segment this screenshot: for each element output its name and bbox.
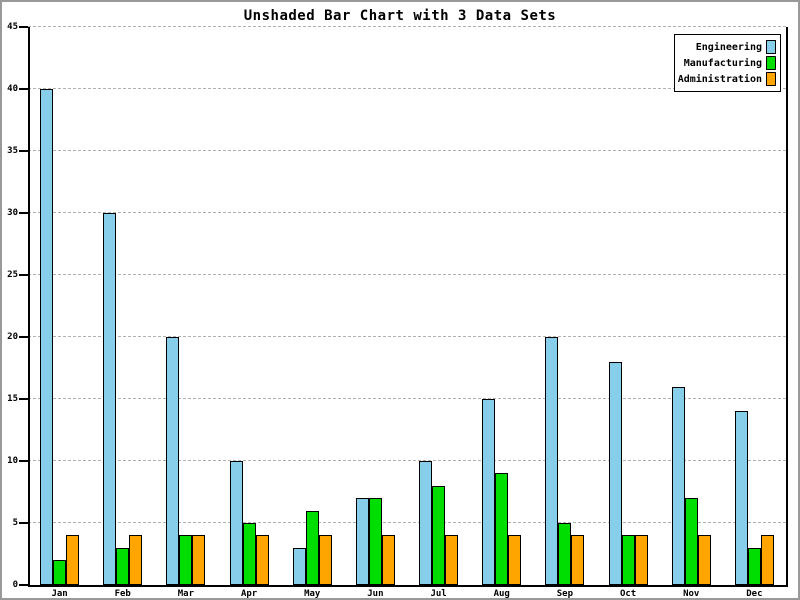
legend-label-administration: Administration (677, 73, 762, 85)
bar-engineering-jun (355, 498, 369, 585)
y-axis-tick-25 (19, 274, 28, 276)
bar-manufacturing-jul (432, 485, 446, 585)
bar-manufacturing-feb (116, 547, 130, 585)
y-axis-tick-15 (19, 398, 28, 400)
y-axis-tick-label-20: 20 (7, 331, 18, 342)
bar-manufacturing-sep (558, 523, 572, 585)
legend-swatch-manufacturing (766, 56, 776, 70)
bar-engineering-may (292, 547, 306, 585)
legend-label-engineering: Engineering (695, 41, 762, 53)
y-axis-tick-label-10: 10 (7, 455, 18, 466)
plot-area (28, 26, 786, 585)
y-axis-labels: 0 5 10 15 20 25 30 35 40 45 (2, 2, 18, 598)
x-axis-label-may: May (304, 589, 321, 599)
bar-administration-oct (634, 535, 648, 585)
bar-administration-may (318, 535, 332, 585)
bar-engineering-feb (103, 213, 117, 585)
gridline-5 (28, 522, 786, 524)
y-axis-tick-label-40: 40 (7, 83, 18, 94)
bar-engineering-nov (671, 386, 685, 585)
x-axis-label-mar: Mar (177, 589, 195, 599)
bar-manufacturing-aug (495, 473, 509, 585)
legend-label-manufacturing: Manufacturing (683, 57, 762, 69)
bar-administration-feb (129, 535, 143, 585)
bar-administration-nov (697, 535, 711, 585)
gridline-25 (28, 274, 786, 276)
gridline-35 (28, 150, 786, 152)
bar-administration-jan (66, 535, 80, 585)
y-axis-tick-20 (19, 336, 28, 338)
x-axis-label-aug: Aug (493, 589, 510, 599)
x-axis-label-jul: Jul (430, 589, 447, 599)
legend-row-administration: Administration (677, 71, 776, 87)
y-axis-line (28, 27, 30, 587)
bar-administration-apr (255, 535, 269, 585)
bar-engineering-dec (734, 411, 748, 585)
bar-manufacturing-apr (242, 523, 256, 585)
gridline-30 (28, 212, 786, 214)
y-axis-tick-45 (19, 26, 28, 28)
chart-title: Unshaded Bar Chart with 3 Data Sets (243, 8, 557, 24)
x-axis-label-dec: Dec (746, 589, 763, 599)
x-axis-label-feb: Feb (114, 589, 131, 599)
legend: Engineering Manufacturing Administration (674, 34, 781, 92)
legend-row-manufacturing: Manufacturing (677, 55, 776, 71)
gridline-15 (28, 398, 786, 400)
plot-right-border (786, 27, 788, 587)
y-axis-tick-10 (19, 460, 28, 462)
x-axis-label-oct: Oct (619, 589, 637, 599)
bar-administration-aug (508, 535, 522, 585)
legend-row-engineering: Engineering (677, 39, 776, 55)
bar-engineering-jul (419, 461, 433, 585)
y-axis-tick-0 (19, 584, 28, 586)
x-axis-line (28, 585, 788, 587)
bar-manufacturing-mar (179, 535, 193, 585)
x-axis-label-jan: Jan (51, 589, 68, 599)
bar-engineering-oct (608, 361, 622, 585)
y-axis-tick-label-0: 0 (12, 579, 18, 590)
bar-administration-sep (571, 535, 585, 585)
bar-administration-mar (192, 535, 206, 585)
bar-administration-jul (445, 535, 459, 585)
y-axis-tick-40 (19, 88, 28, 90)
x-axis-label-sep: Sep (556, 589, 574, 599)
bar-engineering-apr (229, 461, 243, 585)
bar-manufacturing-jun (368, 498, 382, 585)
bar-engineering-jan (40, 89, 54, 585)
bar-engineering-aug (482, 399, 496, 585)
legend-swatch-administration (766, 72, 776, 86)
y-axis-tick-30 (19, 212, 28, 214)
y-axis-tick-label-30: 30 (7, 207, 18, 218)
bar-administration-dec (760, 535, 774, 585)
gridline-40 (28, 88, 786, 90)
x-axis-label-apr: Apr (240, 589, 258, 599)
y-axis-tick-5 (19, 522, 28, 524)
y-axis-tick-label-45: 45 (7, 21, 18, 32)
bar-engineering-sep (545, 337, 559, 585)
bar-manufacturing-dec (747, 547, 761, 585)
gridline-10 (28, 460, 786, 462)
gridline-45 (28, 26, 786, 28)
bar-administration-jun (381, 535, 395, 585)
y-axis-tick-label-35: 35 (7, 145, 18, 156)
x-axis-labels: Jan Feb Mar Apr May Jun Jul Aug Sep Oct Nov Dec (28, 589, 786, 599)
gridline-20 (28, 336, 786, 338)
legend-swatch-engineering (766, 40, 776, 54)
bar-engineering-mar (166, 337, 180, 585)
y-axis-tick-label-25: 25 (7, 269, 18, 280)
y-axis-tick-label-5: 5 (12, 517, 18, 528)
bar-manufacturing-nov (684, 498, 698, 585)
bar-manufacturing-may (305, 510, 319, 585)
bar-manufacturing-jan (53, 560, 67, 585)
y-axis-tick-label-15: 15 (7, 393, 18, 404)
x-axis-label-jun: Jun (367, 589, 384, 599)
x-axis-label-nov: Nov (683, 589, 700, 599)
bar-manufacturing-oct (621, 535, 635, 585)
y-axis-tick-35 (19, 150, 28, 152)
